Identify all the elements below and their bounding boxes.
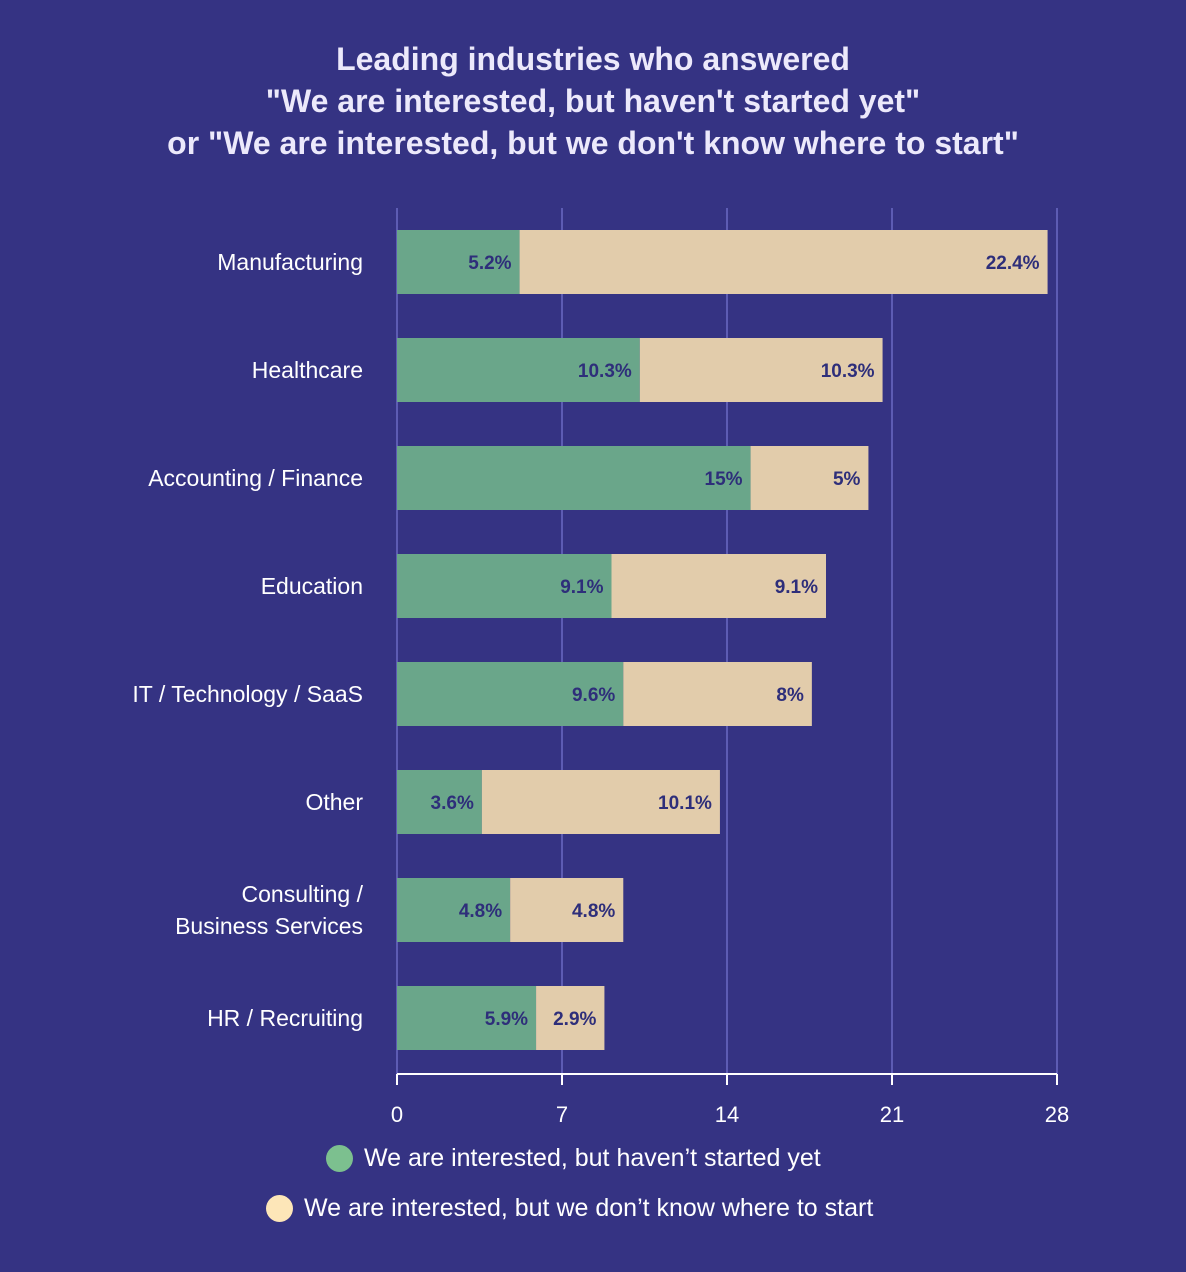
category-label-0: Manufacturing: [217, 249, 363, 275]
data-label-1-2: 15%: [705, 469, 743, 490]
bar-2-1: [639, 338, 883, 402]
bar-1-1: [397, 338, 640, 402]
data-label-1-6: 4.8%: [459, 901, 502, 922]
bar-1-6: [397, 878, 511, 942]
bar-2-6: [510, 878, 624, 942]
chart-title-line-3: or "We are interested, but we don't know…: [167, 125, 1019, 161]
bar-1-5: [397, 770, 482, 834]
category-label-4: IT / Technology / SaaS: [132, 681, 363, 707]
x-tick-label-1: 7: [556, 1102, 568, 1127]
bar-2-5: [481, 770, 720, 834]
category-label-1: Healthcare: [252, 357, 363, 383]
data-label-2-5: 10.1%: [658, 793, 712, 814]
data-label-1-0: 5.2%: [468, 253, 511, 274]
x-tick-label-4: 28: [1045, 1102, 1069, 1127]
data-label-2-2: 5%: [833, 469, 861, 490]
legend-dot-series-1: [326, 1145, 353, 1172]
bar-1-0: [397, 230, 520, 294]
category-label-3: Education: [261, 573, 363, 599]
bar-1-2: [397, 446, 751, 510]
bar-2-2: [750, 446, 869, 510]
legend-dot-series-2: [266, 1195, 293, 1222]
legend-item-series-1: We are interested, but haven’t started y…: [326, 1144, 821, 1173]
x-tick-label-2: 14: [715, 1102, 739, 1127]
legend-label-series-1: We are interested, but haven’t started y…: [364, 1144, 821, 1172]
bar-2-7: [536, 986, 605, 1050]
chart-title: Leading industries who answered "We are …: [0, 38, 1186, 164]
data-label-2-0: 22.4%: [986, 253, 1040, 274]
bar-1-4: [397, 662, 624, 726]
bar-1-3: [397, 554, 612, 618]
category-label-6-line-0: Consulting /: [242, 881, 364, 907]
chart-title-line-1: Leading industries who answered: [336, 41, 850, 77]
legend-item-series-2: We are interested, but we don’t know whe…: [266, 1194, 873, 1223]
data-label-1-3: 9.1%: [560, 577, 603, 598]
chart-title-line-2: "We are interested, but haven't started …: [265, 83, 921, 119]
data-label-1-4: 9.6%: [572, 685, 615, 706]
data-label-2-6: 4.8%: [572, 901, 615, 922]
data-label-2-4: 8%: [776, 685, 804, 706]
category-label-7: HR / Recruiting: [207, 1005, 363, 1031]
bar-1-7: [397, 986, 537, 1050]
bar-2-4: [623, 662, 812, 726]
x-tick-label-0: 0: [391, 1102, 403, 1127]
category-label-5: Other: [305, 789, 363, 815]
data-label-2-1: 10.3%: [821, 361, 875, 382]
bar-2-3: [611, 554, 826, 618]
legend-label-series-2: We are interested, but we don’t know whe…: [304, 1194, 874, 1222]
category-label-6-line-1: Business Services: [175, 913, 363, 939]
data-label-1-7: 5.9%: [485, 1009, 528, 1030]
data-label-2-3: 9.1%: [775, 577, 818, 598]
data-label-2-7: 2.9%: [553, 1009, 596, 1030]
data-label-1-5: 3.6%: [431, 793, 474, 814]
x-tick-label-3: 21: [880, 1102, 904, 1127]
bar-2-0: [519, 230, 1048, 294]
category-label-2: Accounting / Finance: [148, 465, 363, 491]
data-label-1-1: 10.3%: [578, 361, 632, 382]
